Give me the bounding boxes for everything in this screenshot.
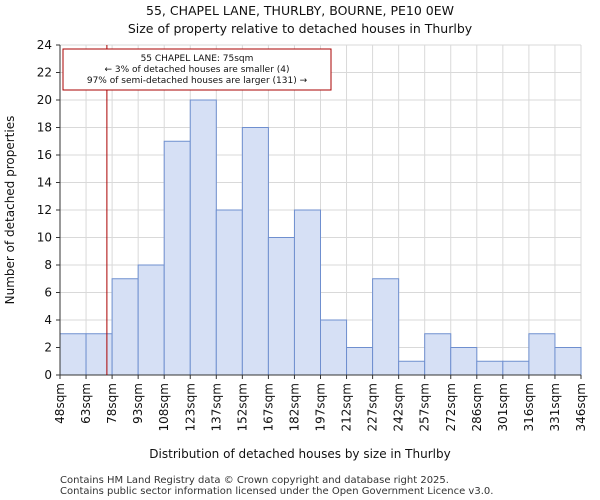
chart-title-line1: 55, CHAPEL LANE, THURLBY, BOURNE, PE10 0… bbox=[146, 3, 454, 18]
x-tick-label-63sqm: 63sqm bbox=[79, 383, 93, 424]
x-tick-label-123sqm: 123sqm bbox=[183, 383, 197, 431]
y-tick-label-0: 0 bbox=[44, 368, 52, 382]
bar-272sqm bbox=[450, 347, 478, 376]
x-tick-label-257sqm: 257sqm bbox=[418, 383, 432, 431]
y-tick-label-22: 22 bbox=[37, 66, 52, 80]
bar-331sqm bbox=[554, 347, 582, 376]
bar-286sqm bbox=[476, 360, 504, 376]
bar-212sqm bbox=[346, 347, 374, 376]
x-tick-label-301sqm: 301sqm bbox=[496, 383, 510, 431]
footer-line1: Contains HM Land Registry data © Crown c… bbox=[60, 475, 449, 486]
y-tick-label-14: 14 bbox=[37, 176, 52, 190]
y-tick-label-10: 10 bbox=[37, 231, 52, 245]
x-tick-label-152sqm: 152sqm bbox=[235, 383, 249, 431]
bar-197sqm bbox=[320, 319, 348, 376]
y-tick-label-2: 2 bbox=[44, 341, 52, 355]
x-tick-label-316sqm: 316sqm bbox=[522, 383, 536, 431]
y-axis-label: Number of detached properties bbox=[3, 116, 17, 305]
bar-63sqm bbox=[85, 333, 113, 376]
y-tick-label-12: 12 bbox=[37, 203, 52, 217]
y-tick-label-16: 16 bbox=[37, 148, 52, 162]
x-tick-label-78sqm: 78sqm bbox=[105, 383, 119, 424]
bar-108sqm bbox=[163, 140, 191, 376]
x-axis-label: Distribution of detached houses by size … bbox=[149, 447, 450, 461]
x-tick-label-242sqm: 242sqm bbox=[392, 383, 406, 431]
x-tick-label-286sqm: 286sqm bbox=[470, 383, 484, 431]
y-tick-label-4: 4 bbox=[44, 313, 52, 327]
y-tick-label-6: 6 bbox=[44, 286, 52, 300]
bar-93sqm bbox=[137, 264, 165, 376]
bar-137sqm bbox=[215, 209, 243, 376]
x-tick-label-227sqm: 227sqm bbox=[366, 383, 380, 431]
y-tick-label-20: 20 bbox=[37, 93, 52, 107]
chart-title-line2: Size of property relative to detached ho… bbox=[128, 21, 473, 36]
x-tick-label-182sqm: 182sqm bbox=[287, 383, 301, 431]
bar-152sqm bbox=[241, 127, 269, 376]
annotation-box: 55 CHAPEL LANE: 75sqm ← 3% of detached h… bbox=[62, 48, 332, 91]
bar-182sqm bbox=[293, 209, 322, 376]
x-tick-label-346sqm: 346sqm bbox=[574, 383, 588, 431]
bar-167sqm bbox=[267, 237, 295, 376]
annotation-frame bbox=[62, 48, 332, 91]
y-tick-label-24: 24 bbox=[37, 38, 52, 52]
x-tick-labels: 48sqm 63sqm 78sqm 93sqm 108sqm 123sqm 137sqm 15… bbox=[53, 375, 588, 431]
annotation-line3: 97% of semi-detached houses are larger (… bbox=[87, 76, 308, 86]
footer-line2: Contains public sector information licen… bbox=[60, 486, 493, 497]
bar-123sqm bbox=[189, 99, 217, 376]
annotation-line2: ← 3% of detached houses are smaller (4) bbox=[104, 65, 289, 75]
y-tick-label-18: 18 bbox=[37, 121, 52, 135]
x-tick-label-212sqm: 212sqm bbox=[340, 383, 354, 431]
bar-301sqm bbox=[502, 360, 530, 376]
y-tick-label-8: 8 bbox=[44, 258, 52, 272]
bar-78sqm bbox=[111, 278, 139, 376]
x-tick-label-197sqm: 197sqm bbox=[314, 383, 328, 431]
bar-48sqm bbox=[59, 333, 87, 376]
x-tick-label-108sqm: 108sqm bbox=[157, 383, 171, 431]
bar-227sqm bbox=[372, 278, 400, 376]
bar-316sqm bbox=[528, 333, 556, 376]
x-tick-label-48sqm: 48sqm bbox=[53, 383, 67, 424]
annotation-line1: 55 CHAPEL LANE: 75sqm bbox=[141, 54, 254, 64]
bar-257sqm bbox=[424, 333, 452, 376]
bar-242sqm bbox=[398, 360, 426, 376]
x-tick-label-93sqm: 93sqm bbox=[131, 383, 145, 424]
x-tick-label-167sqm: 167sqm bbox=[261, 383, 275, 431]
x-tick-label-331sqm: 331sqm bbox=[548, 383, 562, 431]
x-tick-label-272sqm: 272sqm bbox=[444, 383, 458, 431]
bars-group bbox=[59, 99, 582, 376]
x-tick-label-137sqm: 137sqm bbox=[209, 383, 223, 431]
